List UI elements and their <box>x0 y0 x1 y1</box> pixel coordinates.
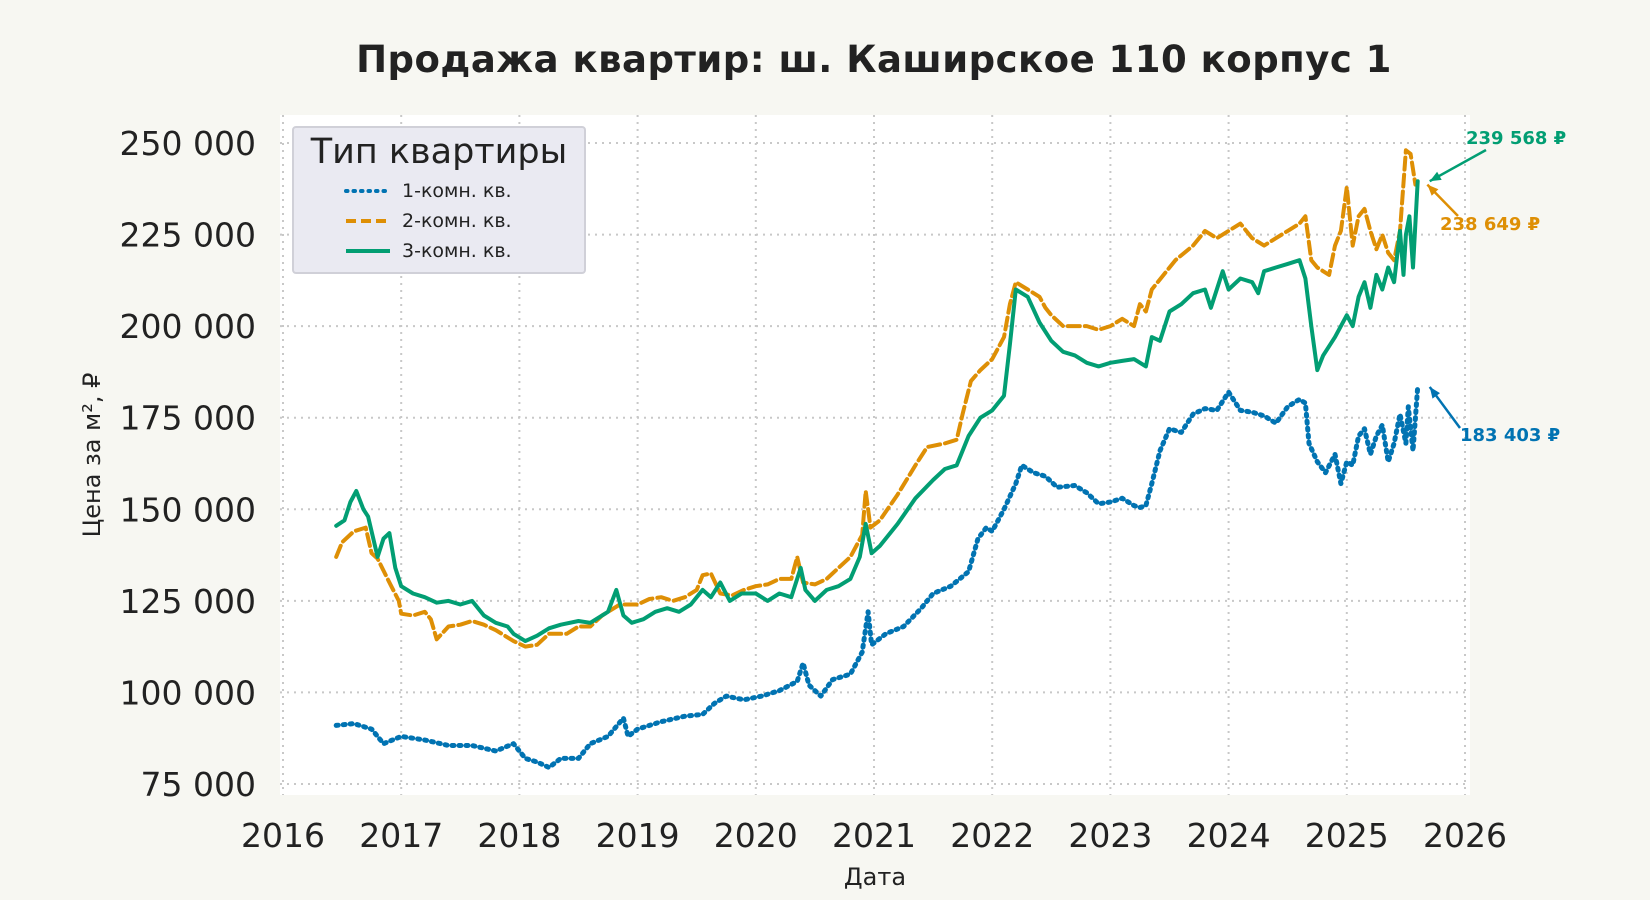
grid-lines <box>280 115 1470 795</box>
annotation-arrowhead <box>1427 184 1439 196</box>
x-tick-label: 2017 <box>359 816 443 855</box>
legend-swatch-dashed <box>346 219 390 223</box>
annotation-arrowhead <box>1429 171 1442 182</box>
x-tick-label: 2020 <box>714 816 798 855</box>
y-tick-label: 100 000 <box>120 673 256 712</box>
y-tick-label: 150 000 <box>120 490 256 529</box>
x-tick-label: 2023 <box>1068 816 1152 855</box>
legend-title: Тип квартиры <box>310 132 568 172</box>
axis-ticks: 2016 2017 2018 2019 2020 2021 2022 2023 2024 2025… <box>120 124 1507 855</box>
annotation-arrowhead <box>1429 386 1440 399</box>
x-tick-label: 2018 <box>477 816 561 855</box>
legend-swatch-solid <box>346 249 390 253</box>
legend-label-2-room: 2-комн. кв. <box>402 210 512 232</box>
chart-title: Продажа квартир: ш. Каширское 110 корпус… <box>356 38 1392 81</box>
legend-label-3-room: 3-комн. кв. <box>402 240 512 262</box>
x-tick-label: 2026 <box>1423 816 1507 855</box>
x-tick-label: 2016 <box>241 816 325 855</box>
y-tick-label: 125 000 <box>120 582 256 621</box>
x-tick-label: 2021 <box>832 816 916 855</box>
y-tick-label: 200 000 <box>120 307 256 346</box>
legend-swatch-dotted <box>344 189 392 193</box>
x-tick-label: 2022 <box>950 816 1034 855</box>
y-axis-label: Цена за м², ₽ <box>78 373 106 538</box>
end-value-label: 238 649 ₽ <box>1440 214 1540 235</box>
legend: Тип квартиры 1-комн. кв. 2-комн. кв. 3-к… <box>292 126 586 274</box>
end-value-label: 183 403 ₽ <box>1460 425 1560 446</box>
end-value-label: 239 568 ₽ <box>1466 128 1566 149</box>
y-tick-label: 250 000 <box>120 124 256 163</box>
x-tick-label: 2019 <box>596 816 680 855</box>
series-line-1 <box>333 384 1421 770</box>
x-axis-label: Дата <box>844 863 906 891</box>
y-tick-label: 75 000 <box>141 765 256 804</box>
series-line-2 <box>334 148 1418 649</box>
series-line-3 <box>334 179 1420 644</box>
end-annotations: 183 403 ₽ 238 649 ₽ 239 568 ₽ <box>1426 128 1566 446</box>
x-tick-label: 2025 <box>1305 816 1389 855</box>
y-tick-label: 175 000 <box>120 399 256 438</box>
x-tick-label: 2024 <box>1187 816 1271 855</box>
series-lines <box>333 148 1421 770</box>
y-tick-label: 225 000 <box>120 216 256 255</box>
legend-label-1-room: 1-комн. кв. <box>402 180 512 202</box>
